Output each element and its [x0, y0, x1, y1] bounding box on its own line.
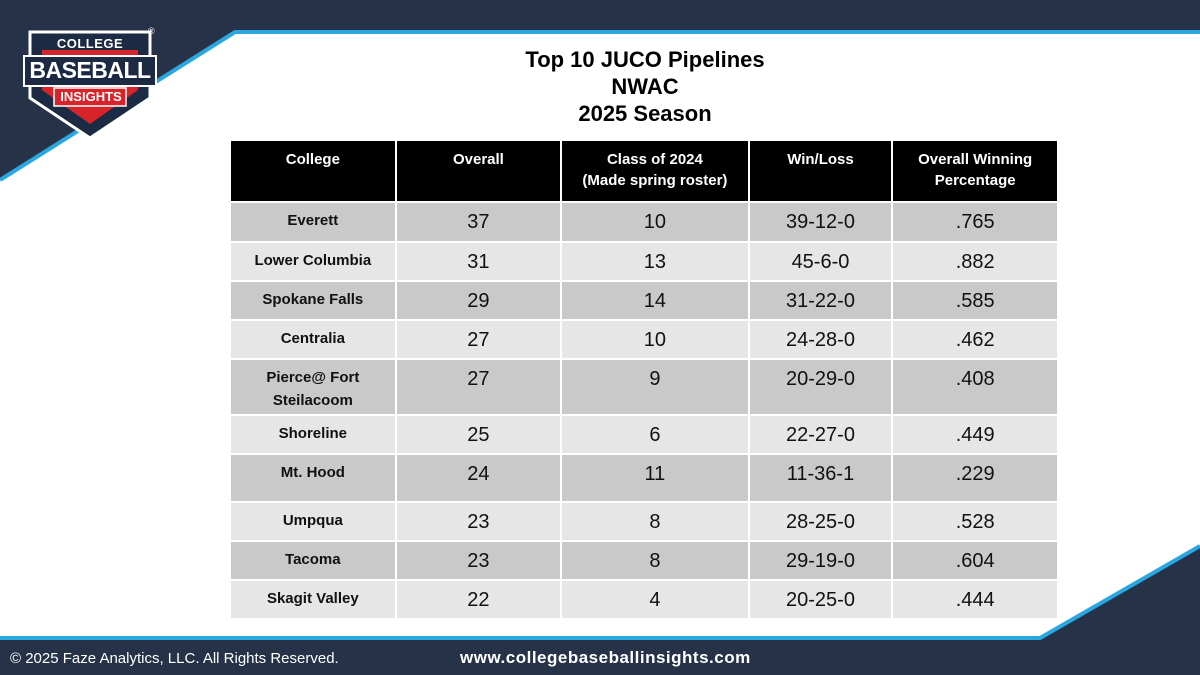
- header-win-loss: Win/Loss: [749, 141, 892, 201]
- cell-class-2024: 8: [562, 542, 748, 579]
- cell-class-2024: 10: [562, 203, 748, 241]
- copyright-text: © 2025 Faze Analytics, LLC. All Rights R…: [10, 650, 339, 667]
- logo-insights-text: INSIGHTS: [60, 89, 122, 104]
- cell-win-loss: 29-19-0: [749, 542, 892, 579]
- cell-college: Spokane Falls: [231, 282, 395, 319]
- table-header-row: College Overall Class of 2024 (Made sprin…: [231, 141, 1057, 201]
- cell-pct: .449: [893, 416, 1057, 453]
- cell-class-2024: 6: [562, 416, 748, 453]
- table-row: Spokane Falls 29 14 31-22-0 .585: [231, 282, 1057, 319]
- header-winning-percentage: Overall Winning Percentage: [893, 141, 1057, 201]
- cell-pct: .408: [893, 360, 1057, 414]
- cell-pct: .604: [893, 542, 1057, 579]
- cell-pct: .528: [893, 503, 1057, 540]
- cell-college: Shoreline: [231, 416, 395, 453]
- cell-college: Centralia: [231, 321, 395, 358]
- cell-pct: .462: [893, 321, 1057, 358]
- website-url: www.collegebaseballinsights.com: [460, 648, 751, 667]
- title-line-1: Top 10 JUCO Pipelines: [525, 47, 765, 72]
- cell-college: Skagit Valley: [231, 581, 395, 618]
- cell-class-2024: 11: [562, 455, 748, 501]
- cell-win-loss: 39-12-0: [749, 203, 892, 241]
- registered-mark: ®: [148, 26, 155, 36]
- cell-pct: .585: [893, 282, 1057, 319]
- cell-win-loss: 24-28-0: [749, 321, 892, 358]
- pipelines-table: College Overall Class of 2024 (Made sprin…: [229, 139, 1059, 620]
- cell-win-loss: 28-25-0: [749, 503, 892, 540]
- table-row: Everett 37 10 39-12-0 .765: [231, 203, 1057, 241]
- title-line-2: NWAC: [611, 74, 679, 99]
- table-row: Umpqua 23 8 28-25-0 .528: [231, 503, 1057, 540]
- cell-overall: 27: [396, 360, 561, 414]
- blue-accent-bottom: [0, 544, 1200, 640]
- cell-overall: 24: [396, 455, 561, 501]
- table-row: Centralia 27 10 24-28-0 .462: [231, 321, 1057, 358]
- cell-pct: .444: [893, 581, 1057, 618]
- brand-logo: COLLEGE BASEBALL INSIGHTS ®: [20, 20, 160, 140]
- cell-college: Pierce@ Fort Steilacoom: [231, 360, 395, 414]
- table-row: Skagit Valley 22 4 20-25-0 .444: [231, 581, 1057, 618]
- header-class-of-2024: Class of 2024 (Made spring roster): [562, 141, 748, 201]
- cell-class-2024: 14: [562, 282, 748, 319]
- title-block: Top 10 JUCO Pipelines NWAC 2025 Season: [450, 46, 840, 127]
- cell-win-loss: 20-29-0: [749, 360, 892, 414]
- logo-badge-icon: [23, 30, 157, 140]
- cell-pct: .229: [893, 455, 1057, 501]
- cell-class-2024: 10: [562, 321, 748, 358]
- cell-class-2024: 4: [562, 581, 748, 618]
- header-college: College: [231, 141, 395, 201]
- logo-college-text: COLLEGE: [56, 36, 124, 51]
- cell-overall: 37: [396, 203, 561, 241]
- table-row: Tacoma 23 8 29-19-0 .604: [231, 542, 1057, 579]
- logo-baseball-text: BASEBALL: [29, 57, 151, 83]
- cell-overall: 31: [396, 243, 561, 280]
- cell-college: Mt. Hood: [231, 455, 395, 501]
- cell-win-loss: 20-25-0: [749, 581, 892, 618]
- header-overall: Overall: [396, 141, 561, 201]
- cell-overall: 22: [396, 581, 561, 618]
- title-line-3: 2025 Season: [578, 101, 712, 126]
- cell-overall: 23: [396, 503, 561, 540]
- cell-class-2024: 9: [562, 360, 748, 414]
- cell-win-loss: 22-27-0: [749, 416, 892, 453]
- table-row: Pierce@ Fort Steilacoom 27 9 20-29-0 .408: [231, 360, 1057, 414]
- cell-pct: .882: [893, 243, 1057, 280]
- cell-college: Umpqua: [231, 503, 395, 540]
- cell-class-2024: 8: [562, 503, 748, 540]
- cell-college: Everett: [231, 203, 395, 241]
- cell-class-2024: 13: [562, 243, 748, 280]
- cell-overall: 23: [396, 542, 561, 579]
- cell-overall: 29: [396, 282, 561, 319]
- table-row: Shoreline 25 6 22-27-0 .449: [231, 416, 1057, 453]
- cell-overall: 25: [396, 416, 561, 453]
- cell-college: Lower Columbia: [231, 243, 395, 280]
- cell-win-loss: 31-22-0: [749, 282, 892, 319]
- table-row: Lower Columbia 31 13 45-6-0 .882: [231, 243, 1057, 280]
- cell-college: Tacoma: [231, 542, 395, 579]
- cell-win-loss: 45-6-0: [749, 243, 892, 280]
- table-row: Mt. Hood 24 11 11-36-1 .229: [231, 455, 1057, 501]
- cell-overall: 27: [396, 321, 561, 358]
- cell-win-loss: 11-36-1: [749, 455, 892, 501]
- cell-pct: .765: [893, 203, 1057, 241]
